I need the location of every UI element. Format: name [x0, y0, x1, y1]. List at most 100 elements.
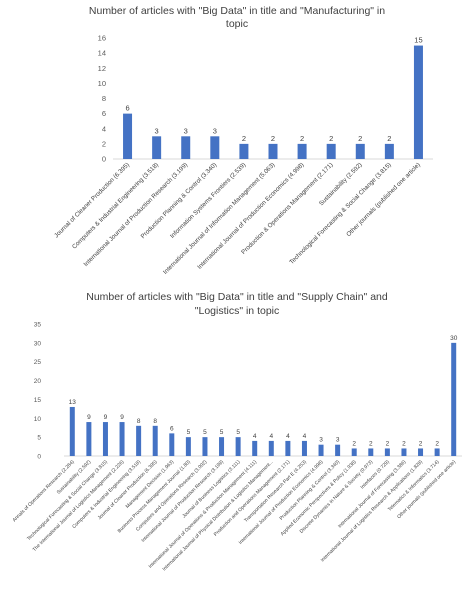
c2-bar: [451, 342, 457, 456]
c2-category-label: Transportation Research Part E (4.253): [243, 459, 308, 524]
c1-data-label: 2: [300, 134, 304, 143]
c2-bar: [285, 440, 291, 456]
c2-bar: [102, 422, 108, 456]
c1-bar: [355, 143, 365, 159]
c1-y-tick-label: 14: [98, 49, 106, 58]
c2-category-label: Production Planning & Control (3.340): [279, 459, 342, 522]
c2-category-label: Annals of Operations Research (2.284): [11, 459, 75, 523]
c1-y-tick-label: 10: [98, 79, 106, 88]
c2-category-label: Other journals (published one article): [396, 459, 457, 520]
c2-data-label: 2: [369, 440, 373, 447]
c2-data-label: 3: [336, 437, 340, 444]
c1-title-line-0: Number of articles with "Big Data" in ti…: [89, 5, 385, 17]
c1-title-line-1: topic: [226, 18, 248, 30]
c1-data-label: 3: [155, 126, 159, 135]
c2-y-tick-label: 30: [34, 340, 42, 347]
c2-bar: [318, 444, 324, 456]
c2-data-label: 6: [170, 425, 174, 432]
c2-category-label: International Journal of Operations & Pr…: [148, 459, 259, 570]
c1-bar: [123, 113, 133, 159]
c1-data-label: 3: [184, 126, 188, 135]
c2-data-label: 9: [87, 414, 91, 421]
c1-y-tick-label: 12: [98, 64, 106, 73]
c2-bar: [301, 440, 307, 456]
c2-bar: [185, 437, 191, 456]
c2-y-tick-label: 25: [34, 359, 42, 366]
c1-bar: [210, 136, 220, 159]
c2-data-label: 8: [137, 418, 141, 425]
c1-bar: [384, 143, 394, 159]
c1-bar: [239, 143, 249, 159]
c2-data-label: 3: [319, 437, 323, 444]
c2-data-label: 5: [236, 429, 240, 436]
c2-data-label: 4: [303, 433, 307, 440]
c1-data-label: 6: [125, 104, 129, 113]
c1-category-label: International Journal of Production Econ…: [196, 161, 305, 270]
c1-data-label: 15: [414, 36, 422, 45]
c2-title-line-1: "Logistics" in topic: [195, 305, 280, 317]
c2-category-label: Journal of Cleaner Production (6.395): [97, 459, 159, 521]
c2-category-label: Interfaces (0.729): [359, 459, 391, 491]
c2-bar: [401, 448, 407, 456]
c2-bar: [69, 406, 75, 456]
c2-data-label: 4: [269, 433, 273, 440]
c1-data-label: 2: [358, 134, 362, 143]
c1-category-label: International Journal of Information Man…: [162, 161, 276, 275]
c2-bar: [152, 425, 158, 456]
c1-y-tick-label: 0: [102, 155, 106, 164]
c2-category-label: Applied Economic Perspectives & Policy (…: [280, 459, 358, 537]
c2-data-label: 13: [69, 399, 77, 406]
c2-category-label: Production and Operations Management (2.…: [213, 459, 292, 538]
c2-bar: [384, 448, 390, 456]
c2-data-label: 2: [352, 440, 356, 447]
c2-data-label: 2: [435, 440, 439, 447]
c1-bar: [152, 136, 162, 159]
c2-bar: [351, 448, 357, 456]
c2-bar: [169, 433, 175, 456]
c2-y-tick-label: 35: [34, 322, 42, 329]
c1-bar: [268, 143, 278, 159]
c1-category-label: Technological Forecasting & Social Chang…: [288, 161, 392, 265]
c2-y-tick-label: 0: [37, 454, 41, 461]
c2-y-tick-label: 20: [34, 378, 42, 385]
c1-y-tick-label: 4: [102, 124, 106, 133]
c1-bar: [326, 143, 336, 159]
c1-y-tick-label: 16: [98, 34, 106, 43]
c1-data-label: 2: [329, 134, 333, 143]
c2-bar: [335, 444, 341, 456]
c1-y-tick-label: 6: [102, 109, 106, 118]
c2-data-label: 4: [286, 433, 290, 440]
c2-title-line-0: Number of articles with "Big Data" in ti…: [86, 291, 388, 303]
c2-data-label: 4: [253, 433, 257, 440]
c2-y-tick-label: 15: [34, 397, 42, 404]
c2-bar: [202, 437, 208, 456]
c1-bar: [181, 136, 191, 159]
c2-bar: [136, 425, 142, 456]
c2-data-label: 9: [104, 414, 108, 421]
c2-data-label: 8: [153, 418, 157, 425]
c2-bar: [86, 422, 92, 456]
c1-category-label: International Journal of Production Rese…: [83, 161, 190, 268]
c1-data-label: 2: [242, 134, 246, 143]
c2-data-label: 5: [203, 429, 207, 436]
c2-bar: [434, 448, 440, 456]
c2-data-label: 2: [402, 440, 406, 447]
c2-data-label: 9: [120, 414, 124, 421]
c1-y-tick-label: 8: [102, 94, 106, 103]
c1-bar: [297, 143, 307, 159]
c2-data-label: 30: [450, 335, 458, 342]
c2-bar: [368, 448, 374, 456]
c2-data-label: 2: [419, 440, 423, 447]
c2-bar: [235, 437, 241, 456]
c1-data-label: 2: [387, 134, 391, 143]
c1-data-label: 3: [213, 126, 217, 135]
c2-bar: [268, 440, 274, 456]
c2-data-label: 5: [187, 429, 191, 436]
chart-manufacturing: Number of articles with "Big Data" in ti…: [53, 5, 433, 276]
chart-supply-chain-logistics: Number of articles with "Big Data" in ti…: [11, 291, 462, 572]
c2-y-tick-label: 5: [37, 435, 41, 442]
c2-category-label: Journal of Business Logistics (3.111): [181, 459, 242, 520]
c2-bar: [418, 448, 424, 456]
c2-data-label: 5: [220, 429, 224, 436]
